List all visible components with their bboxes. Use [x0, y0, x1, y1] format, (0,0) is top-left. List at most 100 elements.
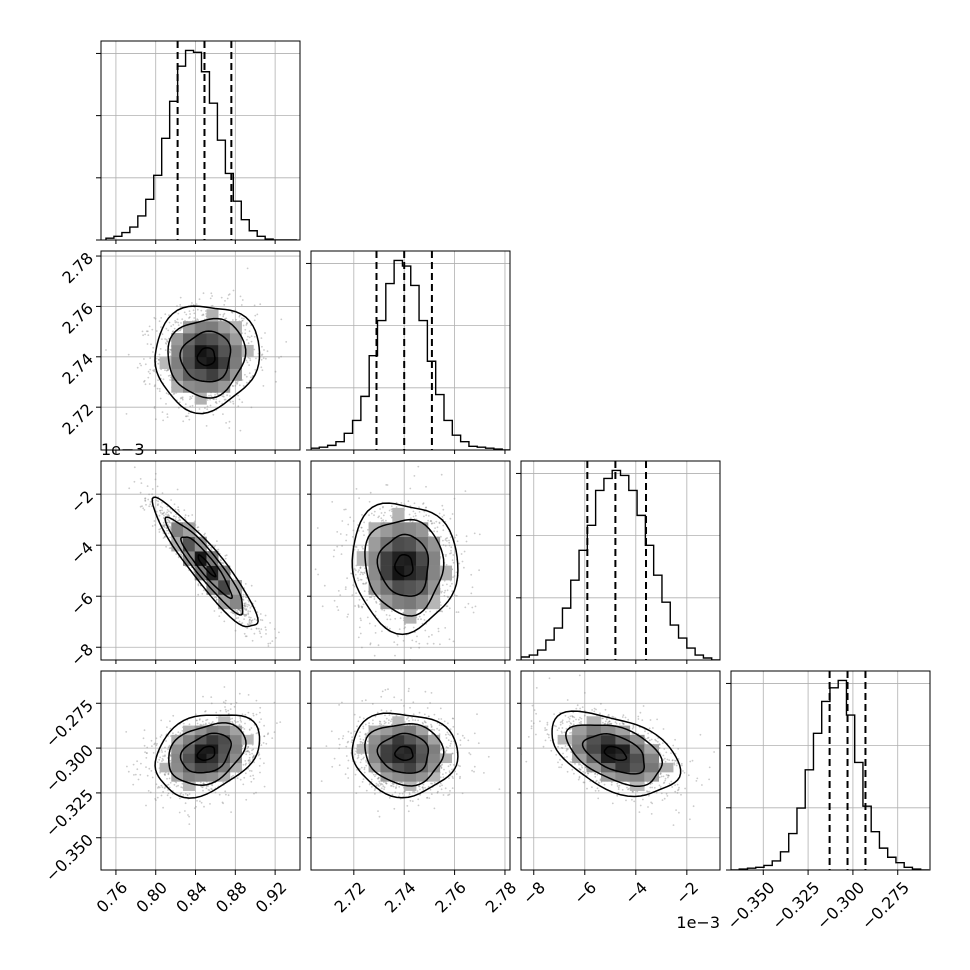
sample-point	[245, 798, 248, 801]
sample-point	[240, 612, 242, 614]
sample-point	[248, 620, 251, 622]
sample-point	[198, 298, 201, 301]
sample-point	[240, 304, 243, 306]
sample-point	[238, 315, 241, 318]
sample-point	[362, 582, 365, 585]
sample-point	[369, 642, 372, 645]
sample-point	[247, 759, 250, 762]
sample-point	[149, 372, 151, 375]
sample-point	[233, 705, 236, 708]
sample-point	[183, 509, 186, 511]
sample-point	[383, 609, 386, 612]
sample-point	[224, 699, 227, 702]
sample-point	[158, 353, 161, 356]
sample-point	[166, 521, 169, 524]
sample-point	[243, 632, 246, 635]
sample-point	[247, 356, 250, 359]
sample-point	[162, 524, 164, 527]
sample-point	[204, 310, 207, 312]
sample-point	[139, 491, 142, 494]
sample-point	[253, 632, 256, 635]
sample-point	[418, 646, 421, 649]
sample-point	[256, 313, 259, 316]
sample-point	[374, 632, 377, 634]
sample-point	[145, 503, 147, 506]
sample-point	[247, 613, 250, 616]
sample-point	[267, 642, 270, 645]
sample-point	[370, 512, 373, 515]
sample-point	[221, 801, 224, 804]
sample-point	[164, 369, 166, 371]
scatter-panel	[100, 460, 301, 669]
sample-point	[344, 586, 347, 588]
sample-point	[424, 506, 427, 509]
sample-point	[164, 313, 167, 316]
sample-point	[264, 332, 266, 334]
sample-point	[241, 319, 244, 322]
sample-point	[444, 627, 447, 629]
density-cell	[404, 565, 417, 581]
sample-point	[235, 318, 238, 321]
sample-point	[323, 584, 326, 587]
sample-point	[266, 733, 269, 736]
sample-point	[154, 524, 157, 526]
sample-point	[153, 368, 156, 371]
sample-point	[243, 613, 246, 616]
sample-point	[359, 617, 362, 620]
sample-point	[262, 742, 265, 744]
sample-point	[277, 667, 279, 669]
sample-point	[222, 314, 225, 316]
density-cell	[183, 536, 196, 552]
sample-point	[446, 589, 449, 592]
sample-point	[167, 783, 170, 786]
sample-point	[232, 400, 234, 403]
sample-point	[390, 505, 393, 508]
sample-point	[179, 296, 182, 299]
sample-point	[222, 562, 225, 564]
sample-point	[449, 517, 452, 520]
sample-point	[448, 607, 451, 610]
sample-point	[250, 780, 253, 783]
sample-point	[250, 584, 253, 587]
sample-point	[373, 598, 376, 600]
sample-point	[364, 583, 366, 585]
sample-point	[250, 406, 253, 409]
sample-point	[227, 712, 230, 715]
sample-point	[181, 396, 184, 399]
sample-point	[234, 614, 237, 617]
sample-point	[248, 762, 251, 764]
sample-point	[147, 498, 150, 501]
sample-point	[440, 610, 442, 612]
sample-point	[155, 510, 158, 513]
density-cell	[404, 536, 417, 552]
sample-point	[454, 536, 456, 539]
sample-point	[149, 501, 152, 503]
sample-point	[262, 357, 265, 359]
sample-point	[250, 733, 253, 736]
sample-point	[278, 357, 280, 359]
sample-point	[156, 387, 159, 390]
sample-point	[197, 319, 200, 321]
sample-point	[210, 292, 213, 295]
sample-point	[415, 640, 418, 643]
sample-point	[163, 525, 165, 528]
density-cell	[380, 551, 393, 566]
density-cell	[194, 551, 207, 566]
sample-point	[425, 611, 427, 613]
sample-point	[242, 384, 245, 387]
sample-point	[213, 398, 215, 401]
sample-point	[175, 516, 177, 518]
sample-point	[248, 330, 251, 333]
sample-point	[196, 318, 199, 321]
sample-point	[263, 735, 266, 738]
sample-point	[358, 598, 361, 601]
sample-point	[163, 514, 165, 517]
sample-point	[248, 372, 251, 374]
sample-point	[248, 600, 250, 603]
sample-point	[162, 525, 165, 527]
sample-point	[253, 348, 256, 351]
sample-point	[160, 326, 162, 328]
sample-point	[220, 559, 222, 562]
sample-point	[233, 613, 236, 615]
